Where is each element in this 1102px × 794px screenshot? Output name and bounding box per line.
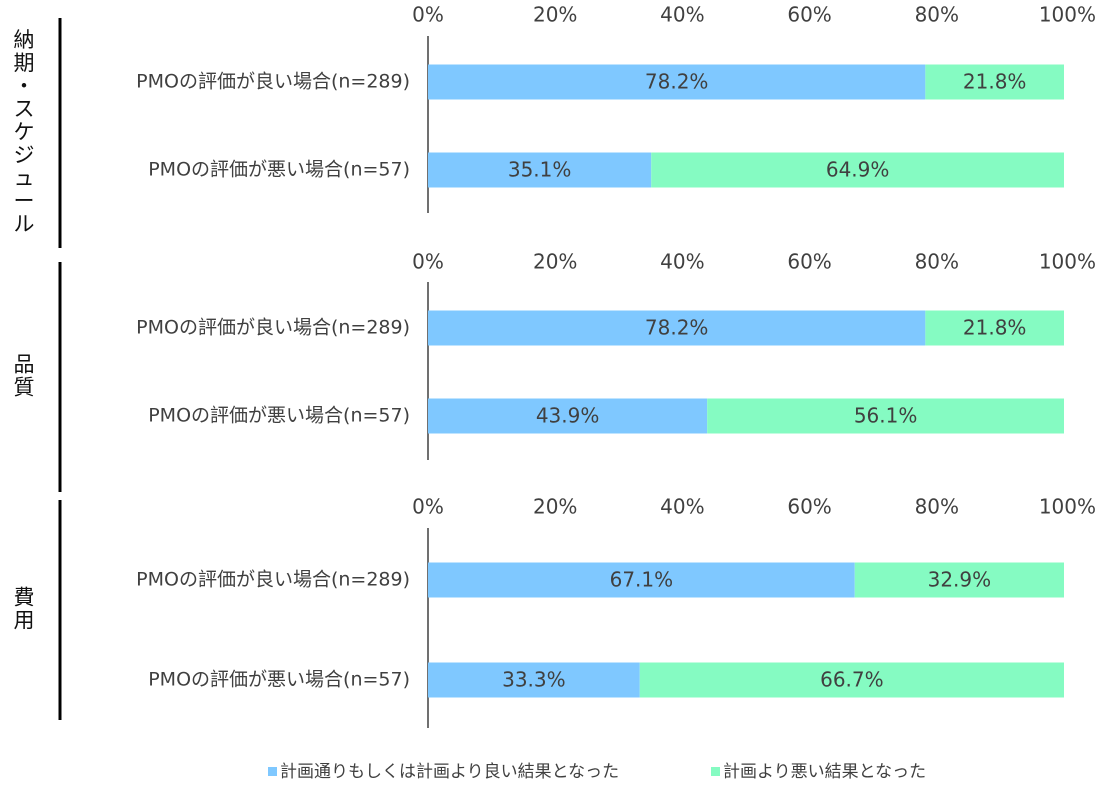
x-tick-label: 0%: [412, 3, 444, 27]
x-tick-label: 80%: [915, 495, 959, 519]
data-label: 21.8%: [963, 70, 1027, 94]
bar-segment-series-2: [925, 64, 1064, 100]
x-tick-label: 60%: [787, 495, 831, 519]
category-label: PMOの評価が悪い場合(n=57): [148, 669, 410, 691]
group-label-char: 質: [14, 376, 35, 400]
x-tick-label: 40%: [660, 250, 704, 274]
legend-label: 計画通りもしくは計画より良い結果となった: [280, 762, 619, 782]
group-label-char: 納: [14, 28, 35, 52]
data-label: 32.9%: [928, 568, 992, 592]
bar-segment-series-1: [428, 662, 640, 698]
bar-segment-series-1: [428, 310, 926, 346]
category-label: PMOの評価が悪い場合(n=57): [148, 405, 410, 427]
group-label-char: 用: [14, 609, 35, 633]
group-label-char: ー: [14, 189, 35, 213]
bar-segment-series-1: [428, 562, 855, 598]
bar-segment-series-1: [428, 398, 708, 434]
group-label: 品質: [14, 353, 35, 400]
x-tick-label: 0%: [412, 495, 444, 519]
category-label: PMOの評価が良い場合(n=289): [136, 569, 410, 591]
group-label-char: 期: [14, 51, 35, 75]
x-tick-label: 60%: [787, 250, 831, 274]
x-tick-label: 0%: [412, 250, 444, 274]
group-label-char: ス: [14, 97, 35, 121]
group-label-char: ケ: [14, 120, 35, 144]
bar-segment-series-1: [428, 152, 652, 188]
bar-segment-series-2: [651, 152, 1064, 188]
group-label: 納期・スケジュール: [14, 28, 35, 236]
x-tick-label: 100%: [1039, 250, 1096, 274]
x-tick-label: 20%: [533, 495, 577, 519]
x-tick-label: 100%: [1039, 495, 1096, 519]
x-tick-label: 100%: [1039, 3, 1096, 27]
bar-segment-series-2: [639, 662, 1064, 698]
data-label: 64.9%: [826, 158, 890, 182]
category-label: PMOの評価が悪い場合(n=57): [148, 159, 410, 181]
group-label-char: ュ: [14, 166, 35, 190]
group-label: 費用: [14, 586, 35, 633]
x-tick-label: 80%: [915, 250, 959, 274]
legend-swatch-series-2: [711, 767, 720, 776]
data-label: 35.1%: [508, 158, 572, 182]
x-tick-label: 80%: [915, 3, 959, 27]
bar-segment-series-2: [854, 562, 1064, 598]
legend-swatch-series-1: [268, 767, 277, 776]
legend-label: 計画より悪い結果となった: [723, 762, 926, 782]
group-label-char: 費: [14, 586, 35, 610]
category-label: PMOの評価が良い場合(n=289): [136, 71, 410, 93]
x-tick-label: 20%: [533, 3, 577, 27]
bar-segment-series-2: [925, 310, 1064, 346]
group-label-char: 品: [14, 353, 35, 377]
category-label: PMOの評価が良い場合(n=289): [136, 317, 410, 339]
x-tick-label: 60%: [787, 3, 831, 27]
data-label: 78.2%: [645, 70, 709, 94]
data-label: 33.3%: [502, 668, 566, 692]
data-label: 78.2%: [645, 316, 709, 340]
bar-segment-series-2: [707, 398, 1064, 434]
group-label-char: ジ: [14, 143, 35, 167]
data-label: 66.7%: [820, 668, 884, 692]
x-tick-label: 40%: [660, 495, 704, 519]
data-label: 21.8%: [963, 316, 1027, 340]
group-label-char: ル: [14, 212, 35, 236]
x-tick-label: 40%: [660, 3, 704, 27]
data-label: 43.9%: [536, 404, 600, 428]
data-label: 67.1%: [610, 568, 674, 592]
data-label: 56.1%: [854, 404, 918, 428]
x-tick-label: 20%: [533, 250, 577, 274]
bar-segment-series-1: [428, 64, 926, 100]
group-label-char: ・: [14, 74, 35, 98]
